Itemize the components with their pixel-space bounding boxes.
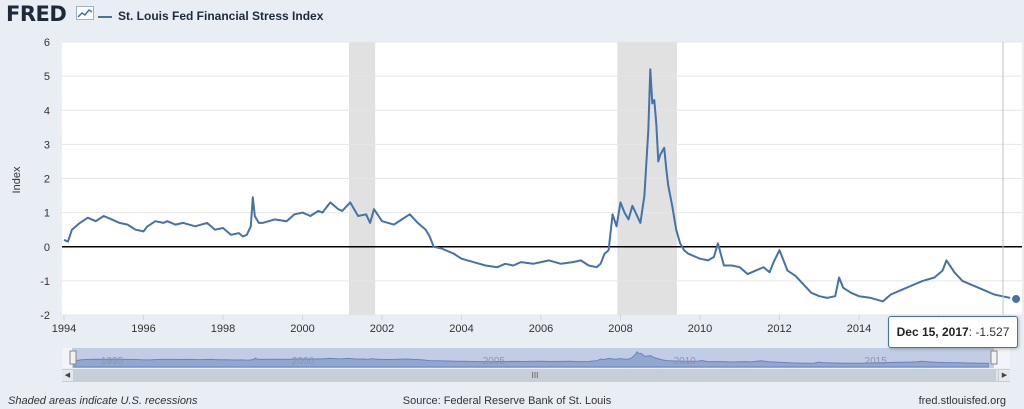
x-tick-label: 2004 xyxy=(449,323,473,335)
y-tick-label: 5 xyxy=(44,71,50,83)
x-tick-label: 2014 xyxy=(847,323,871,335)
tooltip: Dec 15, 2017: -1.527 xyxy=(888,316,1018,348)
site-link[interactable]: fred.stlouisfed.org xyxy=(918,395,1006,407)
recession-note: Shaded areas indicate U.S. recessions xyxy=(8,395,198,407)
y-tick-label: 6 xyxy=(44,37,50,49)
x-tick-label: 1998 xyxy=(211,323,235,335)
line-graph-icon xyxy=(76,6,94,20)
legend-swatch xyxy=(98,16,112,18)
x-tick-label: 1996 xyxy=(131,323,155,335)
scroll-left-button[interactable]: ◀ xyxy=(62,370,74,381)
x-axis-ticks: 1994 1996 1998 2000 2002 2004 2006 2008 2010 2012… xyxy=(52,315,951,335)
x-tick-label: 1994 xyxy=(52,323,76,335)
navigator-labels: 1995 2000 2005 2010 2015 xyxy=(101,356,887,367)
navigator-series xyxy=(73,351,989,368)
x-tick-label: 2008 xyxy=(608,323,632,335)
chart-area[interactable]: -2 -1 0 1 2 3 4 5 6 1994 1996 1998 2000 2002 2004 2006… xyxy=(0,0,1024,392)
fred-logo[interactable]: FRED xyxy=(6,2,67,26)
scroll-right-button[interactable]: ▶ xyxy=(998,370,1010,381)
y-axis-label: Index xyxy=(11,166,23,193)
navigator[interactable]: 1995 2000 2005 2010 2015 xyxy=(62,348,1010,368)
y-axis-ticks: -2 -1 0 1 2 3 4 5 6 xyxy=(40,37,50,322)
navigator-label: 2015 xyxy=(865,356,888,367)
source-note: Source: Federal Reserve Bank of St. Loui… xyxy=(402,395,612,407)
navigator-scrollbar[interactable]: ◀ III ▶ xyxy=(62,369,1010,382)
x-tick-label: 2006 xyxy=(529,323,553,335)
x-tick-label: 2000 xyxy=(290,323,314,335)
y-tick-label: 4 xyxy=(44,105,50,117)
chart-footer: Shaded areas indicate U.S. recessions So… xyxy=(0,392,1024,409)
navigator-label: 1995 xyxy=(101,356,124,367)
y-tick-label: 3 xyxy=(44,139,50,151)
y-tick-label: 1 xyxy=(44,208,50,220)
hover-point[interactable] xyxy=(1010,292,1023,305)
navigator-left-handle[interactable] xyxy=(69,350,77,365)
x-tick-label: 2002 xyxy=(370,323,394,335)
y-tick-label: -1 xyxy=(40,276,50,288)
tooltip-date: Dec 15, 2017 xyxy=(896,325,969,339)
series-line[interactable] xyxy=(63,68,1017,303)
chart-header: FRED St. Louis Fed Financial Stress Inde… xyxy=(0,0,1024,34)
navigator-label: 2005 xyxy=(483,356,506,367)
y-tick-label: -2 xyxy=(40,310,50,322)
x-tick-label: 2010 xyxy=(688,323,712,335)
navigator-right-handle[interactable] xyxy=(990,350,998,365)
x-tick-label: 2012 xyxy=(767,323,791,335)
navigator-label: 2000 xyxy=(292,356,315,367)
legend-label: St. Louis Fed Financial Stress Index xyxy=(118,9,324,23)
navigator-mask xyxy=(72,348,994,368)
tooltip-value: -1.527 xyxy=(975,325,1010,339)
y-tick-label: 2 xyxy=(44,174,50,186)
y-tick-label: 0 xyxy=(44,242,50,254)
scroll-thumb[interactable]: III xyxy=(74,370,996,381)
navigator-label: 2010 xyxy=(674,356,697,367)
